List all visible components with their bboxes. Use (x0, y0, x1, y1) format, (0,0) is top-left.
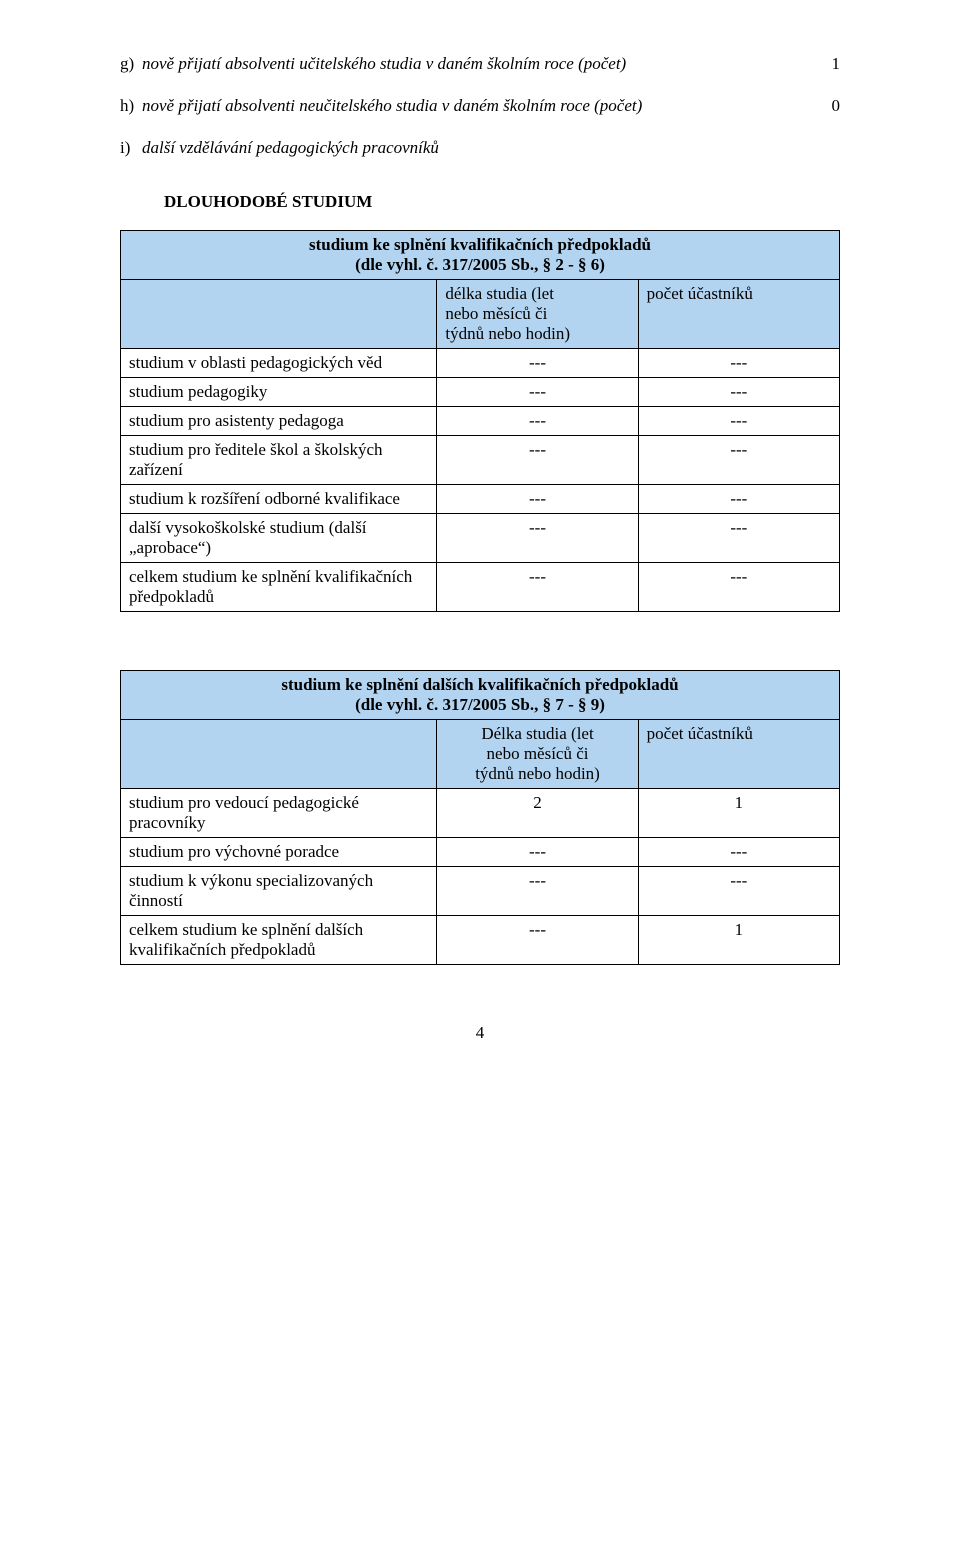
list-text: nově přijatí absolventi neučitelského st… (142, 96, 820, 116)
row-col2: --- (437, 485, 638, 514)
row-label: studium pro výchovné poradce (121, 838, 437, 867)
table-title-cell: studium ke splnění dalších kvalifikačníc… (121, 671, 840, 720)
row-col2: 2 (437, 789, 638, 838)
table-title-line1: studium ke splnění dalších kvalifikačníc… (281, 675, 678, 694)
sub-col2-line3: týdnů nebo hodin) (445, 324, 570, 343)
table-row: celkem studium ke splnění dalších kvalif… (121, 916, 840, 965)
table-title-cell: studium ke splnění kvalifikačních předpo… (121, 231, 840, 280)
row-label: studium pro ředitele škol a školských za… (121, 436, 437, 485)
row-label: další vysokoškolské studium (další „apro… (121, 514, 437, 563)
table-subheader-blank (121, 720, 437, 789)
table-row: celkem studium ke splnění kvalifikačních… (121, 563, 840, 612)
row-label: studium pedagogiky (121, 378, 437, 407)
row-label: studium k rozšíření odborné kvalifikace (121, 485, 437, 514)
sub-col2-line1: Délka studia (let (481, 724, 593, 743)
row-label: studium pro vedoucí pedagogické pracovní… (121, 789, 437, 838)
table-subheader-col3: počet účastníků (638, 280, 839, 349)
list-text: další vzdělávání pedagogických pracovník… (142, 138, 820, 158)
list-letter: g) (120, 54, 142, 74)
sub-col2-line1: délka studia (let (445, 284, 554, 303)
row-col2: --- (437, 407, 638, 436)
row-col3: --- (638, 563, 839, 612)
row-col2: --- (437, 838, 638, 867)
row-label: celkem studium ke splnění kvalifikačních… (121, 563, 437, 612)
list-item: i) další vzdělávání pedagogických pracov… (120, 138, 840, 158)
list-text-italic: nově přijatí absolventi učitelského stud… (142, 54, 626, 73)
table-row: studium pro asistenty pedagoga------ (121, 407, 840, 436)
row-label: studium pro asistenty pedagoga (121, 407, 437, 436)
table-row: studium pro výchovné poradce------ (121, 838, 840, 867)
row-col3: --- (638, 485, 839, 514)
row-label: studium v oblasti pedagogických věd (121, 349, 437, 378)
row-col3: --- (638, 378, 839, 407)
row-label: celkem studium ke splnění dalších kvalif… (121, 916, 437, 965)
row-col2: --- (437, 867, 638, 916)
row-col2: --- (437, 378, 638, 407)
list-value: 1 (820, 54, 840, 74)
table-subheader-col3: počet účastníků (638, 720, 839, 789)
row-col3: --- (638, 867, 839, 916)
further-qualification-study-table: studium ke splnění dalších kvalifikačníc… (120, 670, 840, 965)
row-col3: --- (638, 436, 839, 485)
qualification-study-table: studium ke splnění kvalifikačních předpo… (120, 230, 840, 612)
list-text-italic: nově přijatí absolventi neučitelského st… (142, 96, 642, 115)
row-col2: --- (437, 349, 638, 378)
row-col2: --- (437, 436, 638, 485)
table-header-row: studium ke splnění dalších kvalifikačníc… (121, 671, 840, 720)
table-subheader-blank (121, 280, 437, 349)
sub-col2-line2: nebo měsíců či (487, 744, 589, 763)
table-row: studium pro vedoucí pedagogické pracovní… (121, 789, 840, 838)
table-title-line1: studium ke splnění kvalifikačních předpo… (309, 235, 651, 254)
row-col3: --- (638, 349, 839, 378)
list-item: h) nově přijatí absolventi neučitelského… (120, 96, 840, 116)
row-label: studium k výkonu specializovaných činnos… (121, 867, 437, 916)
table-header-row: studium ke splnění kvalifikačních předpo… (121, 231, 840, 280)
table-row: studium pedagogiky------ (121, 378, 840, 407)
sub-col2-line3: týdnů nebo hodin) (475, 764, 600, 783)
list-text: nově přijatí absolventi učitelského stud… (142, 54, 820, 74)
table-row: další vysokoškolské studium (další „apro… (121, 514, 840, 563)
row-col2: --- (437, 514, 638, 563)
sub-col2-line2: nebo měsíců či (445, 304, 547, 323)
list-letter: h) (120, 96, 142, 116)
table-row: studium k rozšíření odborné kvalifikace-… (121, 485, 840, 514)
table-subheader-col2: délka studia (let nebo měsíců či týdnů n… (437, 280, 638, 349)
list-letter: i) (120, 138, 142, 158)
table-title-line2: (dle vyhl. č. 317/2005 Sb., § 7 - § 9) (355, 695, 605, 714)
row-col3: --- (638, 514, 839, 563)
section-heading: DLOUHODOBÉ STUDIUM (164, 192, 840, 212)
table-row: studium k výkonu specializovaných činnos… (121, 867, 840, 916)
row-col3: 1 (638, 789, 839, 838)
page-number: 4 (120, 1023, 840, 1043)
row-col2: --- (437, 563, 638, 612)
list-text-italic: další vzdělávání pedagogických pracovník… (142, 138, 439, 157)
row-col3: 1 (638, 916, 839, 965)
row-col3: --- (638, 407, 839, 436)
table-subheader-row: Délka studia (let nebo měsíců či týdnů n… (121, 720, 840, 789)
table-subheader-col2: Délka studia (let nebo měsíců či týdnů n… (437, 720, 638, 789)
table-row: studium v oblasti pedagogických věd-----… (121, 349, 840, 378)
row-col2: --- (437, 916, 638, 965)
list-value: 0 (820, 96, 840, 116)
table-subheader-row: délka studia (let nebo měsíců či týdnů n… (121, 280, 840, 349)
list-item: g) nově přijatí absolventi učitelského s… (120, 54, 840, 74)
row-col3: --- (638, 838, 839, 867)
table-title-line2: (dle vyhl. č. 317/2005 Sb., § 2 - § 6) (355, 255, 605, 274)
table-row: studium pro ředitele škol a školských za… (121, 436, 840, 485)
